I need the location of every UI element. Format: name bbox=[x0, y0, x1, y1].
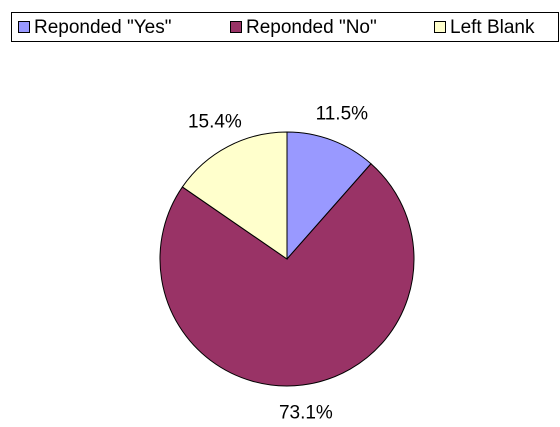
legend-swatch-blank bbox=[434, 21, 446, 33]
legend-swatch-no bbox=[230, 21, 242, 33]
data-label-no: 73.1% bbox=[279, 402, 333, 423]
legend: Reponded "Yes" Reponded "No" Left Blank bbox=[11, 12, 559, 42]
legend-swatch-yes bbox=[18, 21, 30, 33]
legend-item-no: Reponded "No" bbox=[230, 13, 377, 41]
legend-item-yes: Reponded "Yes" bbox=[18, 13, 171, 41]
legend-label-no: Reponded "No" bbox=[246, 16, 377, 38]
legend-label-blank: Left Blank bbox=[450, 16, 535, 38]
pie-slice-no bbox=[159, 163, 415, 387]
pie-slice-blank bbox=[181, 131, 288, 260]
legend-label-yes: Reponded "Yes" bbox=[34, 16, 172, 38]
legend-item-blank: Left Blank bbox=[434, 13, 535, 41]
data-label-blank: 15.4% bbox=[188, 111, 242, 132]
data-label-yes: 11.5% bbox=[316, 104, 369, 125]
pie-slice-yes bbox=[286, 131, 372, 261]
